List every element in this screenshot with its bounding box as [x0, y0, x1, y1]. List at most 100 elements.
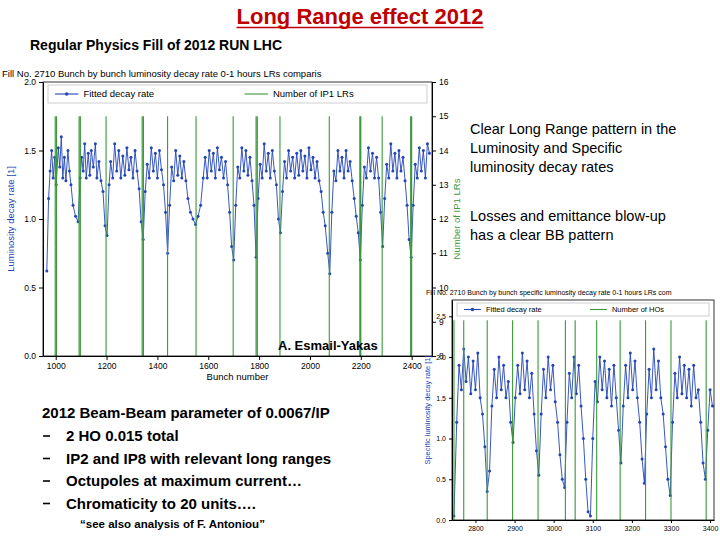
data-point [516, 364, 519, 367]
data-point [488, 470, 491, 473]
data-point [121, 154, 124, 157]
data-point [309, 168, 312, 171]
data-point [664, 445, 667, 448]
tick-label: 2800 [468, 525, 484, 532]
tick: 2800 [468, 520, 484, 532]
data-point [212, 152, 215, 155]
data-point [220, 156, 223, 159]
data-point [416, 176, 419, 179]
tick-mark [449, 316, 452, 317]
data-point [74, 215, 77, 218]
tick: 1.0 [24, 214, 43, 224]
data-point [136, 170, 139, 173]
data-point [57, 146, 60, 149]
tick-label: 1000 [47, 361, 66, 371]
tick-mark [554, 520, 555, 523]
data-point [424, 176, 427, 179]
y2-axis: 8910111213141516 [432, 77, 449, 361]
data-point [523, 388, 526, 391]
data-point [690, 404, 693, 407]
data-point [634, 360, 637, 363]
bullet-dash [43, 503, 50, 505]
data-point [297, 174, 300, 177]
data-point [399, 170, 402, 173]
data-point [154, 152, 157, 155]
tick-mark [593, 520, 594, 523]
data-point [208, 149, 211, 152]
tick: 1000 [47, 356, 66, 371]
tick-mark [259, 356, 260, 360]
data-point [608, 368, 611, 371]
data-point [598, 356, 601, 359]
data-point [134, 149, 137, 152]
data-point [244, 149, 247, 152]
tick-mark [449, 439, 452, 440]
data-point [150, 146, 153, 149]
tick: 1.5 [24, 146, 43, 156]
tick: 1400 [148, 356, 167, 371]
tick-label: 0.0 [436, 517, 446, 524]
data-point [216, 146, 219, 149]
note-line: has a clear BB pattern [470, 227, 613, 243]
data-point [45, 270, 48, 273]
legend-swatch [245, 93, 268, 94]
data-point [347, 170, 350, 173]
data-point [549, 388, 552, 391]
y2-axis-title: Number of IP1 LRs [451, 178, 462, 259]
data-point [465, 380, 468, 383]
data-point [622, 404, 625, 407]
data-point [395, 176, 398, 179]
data-point [287, 149, 290, 152]
data-point [561, 478, 564, 481]
tick: 3200 [625, 520, 641, 532]
data-point [64, 179, 67, 182]
bullet-dash [43, 480, 50, 482]
tick-label: 14 [439, 146, 449, 156]
summary-bullet: Chromaticity to 20 units…. [66, 495, 256, 512]
data-point [299, 149, 302, 152]
data-point [340, 156, 343, 159]
data-point [648, 368, 651, 371]
tick-label: 1800 [250, 361, 269, 371]
credit: A. Esmail-Yakas [278, 338, 378, 353]
tick-mark [432, 185, 436, 186]
tick-mark [449, 479, 452, 480]
data-point [580, 404, 583, 407]
tick-label: 2200 [352, 361, 371, 371]
tick-mark [157, 356, 158, 360]
tick-label: 2000 [301, 361, 320, 371]
data-point [697, 388, 700, 391]
data-point [591, 437, 594, 440]
data-point [657, 360, 660, 363]
data-point [652, 347, 655, 350]
data-point [455, 421, 458, 424]
data-point [349, 160, 352, 163]
tick: 3400 [703, 520, 719, 532]
data-point [283, 160, 286, 163]
data-point [63, 156, 66, 159]
tick-label: 0.5 [24, 283, 36, 293]
tick-mark [449, 357, 452, 358]
data-point [404, 179, 407, 182]
data-point [479, 396, 482, 399]
data-point [638, 421, 641, 424]
tick-label: 2.0 [436, 354, 446, 361]
data-point [318, 179, 321, 182]
tick-mark [671, 520, 672, 523]
tick-mark [432, 219, 436, 220]
data-point [66, 149, 69, 152]
data-point [542, 368, 545, 371]
data-point [144, 190, 147, 193]
tick: 0.5 [24, 283, 43, 293]
data-point [158, 149, 161, 152]
data-point [108, 183, 111, 186]
tick-mark [432, 82, 436, 83]
data-point [180, 176, 183, 179]
tick-mark [39, 151, 43, 152]
tick-label: 1.5 [436, 395, 446, 402]
tick-label: 16 [439, 77, 449, 87]
data-point [197, 215, 200, 218]
data-point [248, 156, 251, 159]
data-point [271, 149, 274, 152]
tick-mark [475, 520, 476, 523]
